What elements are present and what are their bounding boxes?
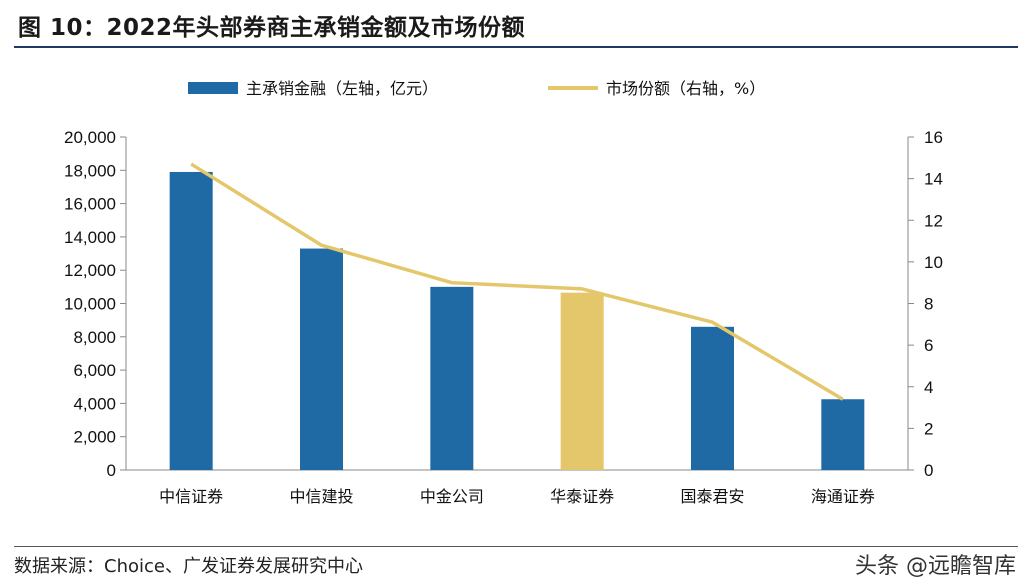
bar bbox=[430, 286, 474, 470]
right-tick-label: 8 bbox=[924, 295, 933, 314]
bar bbox=[691, 326, 734, 470]
figure-title: 图 10：2022年头部券商主承销金额及市场份额 bbox=[18, 15, 526, 41]
line-series bbox=[190, 162, 844, 401]
right-tick-label: 12 bbox=[924, 211, 943, 230]
category-label: 华泰证券 bbox=[550, 487, 614, 506]
watermark: 头条 @远瞻智库 bbox=[855, 554, 1016, 579]
category-label: 国泰君安 bbox=[680, 487, 744, 506]
left-tick-label: 2,000 bbox=[73, 428, 116, 447]
source-divider bbox=[14, 546, 1018, 547]
right-tick-label: 6 bbox=[924, 336, 933, 355]
category-labels: 中信证券 中信建投 中金公司 华泰证券 国泰君安 海通证券 bbox=[159, 487, 875, 506]
market-share-line bbox=[190, 162, 844, 401]
category-label: 中信建投 bbox=[289, 487, 353, 506]
left-tick-label: 16,000 bbox=[64, 195, 116, 214]
bar bbox=[300, 248, 343, 470]
left-tick-label: 6,000 bbox=[73, 361, 116, 380]
bar bbox=[560, 292, 604, 470]
right-tick-label: 2 bbox=[924, 419, 933, 438]
title-divider bbox=[14, 46, 1018, 48]
category-label: 海通证券 bbox=[811, 487, 875, 506]
legend-label-bar: 主承销金融（左轴，亿元） bbox=[246, 79, 438, 98]
source-note: 数据来源：Choice、广发证券发展研究中心 bbox=[14, 556, 363, 577]
left-tick-label: 14,000 bbox=[64, 228, 116, 247]
right-tick-label: 10 bbox=[924, 253, 943, 272]
left-tick-label: 8,000 bbox=[73, 328, 116, 347]
right-tick-label: 4 bbox=[924, 378, 933, 397]
axes: 0 2,000 4,000 6,000 8,000 10,000 12,000 14,000 1… bbox=[64, 128, 943, 480]
legend-swatch-bar bbox=[188, 82, 238, 94]
bar-series bbox=[169, 171, 865, 470]
bar bbox=[169, 171, 213, 470]
right-tick-label: 16 bbox=[924, 128, 943, 147]
left-tick-label: 4,000 bbox=[73, 394, 116, 413]
left-tick-label: 20,000 bbox=[64, 128, 116, 147]
category-label: 中金公司 bbox=[420, 487, 484, 506]
left-tick-label: 18,000 bbox=[64, 161, 116, 180]
left-tick-label: 0 bbox=[107, 461, 116, 480]
legend-label-line: 市场份额（右轴，%） bbox=[606, 79, 765, 98]
bar bbox=[821, 399, 865, 470]
left-tick-label: 12,000 bbox=[64, 261, 116, 280]
right-tick-label: 14 bbox=[924, 170, 943, 189]
left-tick-label: 10,000 bbox=[64, 295, 116, 314]
right-tick-label: 0 bbox=[924, 461, 933, 480]
category-label: 中信证券 bbox=[159, 487, 223, 506]
chart-legend: 主承销金融（左轴，亿元） 市场份额（右轴，%） bbox=[188, 79, 765, 98]
